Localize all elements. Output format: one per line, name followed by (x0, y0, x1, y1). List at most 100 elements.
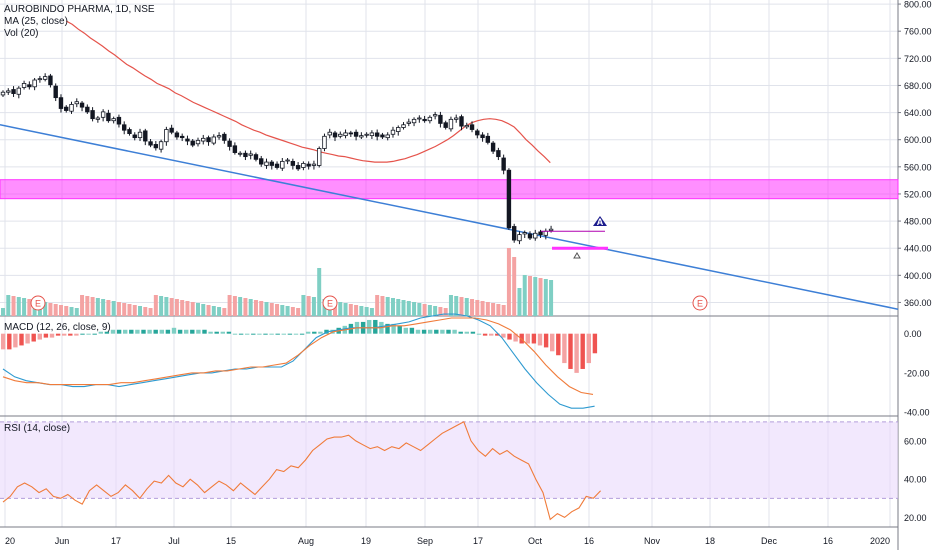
volume-bar-22 (116, 302, 121, 316)
macd-hist-bar-11 (68, 333, 73, 336)
volume-bar-41 (217, 307, 222, 316)
volume-bar-71 (375, 295, 380, 316)
x-tick-label-9: Oct (528, 536, 543, 546)
volume-bar-98 (517, 288, 522, 316)
candle-body-5 (27, 84, 32, 88)
ma-legend: MA (25, close) (4, 16, 68, 27)
candle-body-102 (538, 231, 543, 236)
supply-zone (0, 179, 899, 200)
x-tick-label-1: Jun (55, 536, 70, 546)
candle-body-1 (6, 90, 11, 93)
candle-body-74 (390, 129, 396, 135)
macd-hist-bar-28 (171, 327, 177, 334)
macd-hist-bar-79 (482, 333, 488, 336)
volume-bar-92 (485, 302, 490, 316)
volume-bar-33 (174, 299, 179, 316)
macd-hist-bar-19 (116, 329, 122, 334)
candle-body-34 (179, 135, 185, 139)
volume-bar-58 (306, 296, 311, 316)
axes: 800.00 760.00 720.00 680.00 640.00 600.00 560.… (5, 0, 932, 546)
event-badge-2 (692, 295, 708, 311)
volume-bar-48 (253, 300, 258, 316)
volume-bar-85 (448, 295, 453, 316)
macd-hist-bar-40 (245, 333, 250, 335)
volume-bar-88 (464, 298, 469, 316)
candle-body-3 (16, 87, 22, 95)
candle-body-82 (432, 114, 438, 117)
macd-legend: MACD (12, 26, close, 9) (4, 322, 111, 334)
x-tick-label-5: Aug (298, 536, 314, 546)
macd-hist-bar-44 (269, 333, 274, 335)
vol-legend: Vol (20) (4, 28, 39, 39)
macd-hist-bar-5 (31, 333, 36, 342)
macd-hist-bar-23 (141, 329, 146, 334)
candle-body-73 (385, 134, 390, 139)
macd-tick-label-1: -20.00 (904, 368, 930, 378)
volume-bar-45 (238, 297, 243, 316)
candle-body-90 (475, 130, 480, 136)
x-tick-label-0: 20 (5, 536, 15, 546)
price-tick-label-0: 800.00 (904, 0, 932, 10)
candle-body-28 (148, 141, 153, 146)
volume-bar-103 (543, 279, 548, 316)
volume-bar-12 (64, 306, 69, 316)
volume-bar-87 (459, 297, 464, 316)
macd-hist-bar-71 (434, 329, 439, 334)
candle-body-14 (74, 101, 79, 105)
candle-body-48 (253, 154, 259, 160)
candle-body-89 (469, 124, 475, 130)
x-tick-label-2: 17 (111, 536, 121, 546)
volume-bar-34 (180, 300, 185, 316)
price-tick-label-5: 600.00 (904, 135, 932, 145)
macd-hist-bar-86 (525, 333, 530, 344)
price-tick-label-10: 400.00 (904, 271, 932, 281)
macd-hist-bar-66 (403, 327, 408, 334)
candle-body-49 (259, 158, 264, 165)
candle-body-83 (438, 114, 443, 124)
price-tick-label-1: 760.00 (904, 27, 932, 37)
candle-body-65 (343, 132, 348, 137)
macd-hist-bar-76 (464, 331, 469, 334)
volume-bar-104 (549, 280, 554, 316)
macd-hist-bar-65 (397, 325, 402, 334)
volume-bar-19 (101, 299, 106, 316)
macd-hist-bar-77 (470, 331, 476, 334)
candle-body-19 (100, 111, 106, 118)
macd-hist-bar-13 (80, 333, 85, 335)
volume-bar-4 (22, 298, 27, 316)
supply-zone-rect (0, 179, 899, 200)
candle-body-9 (48, 75, 53, 86)
candle-body-51 (269, 161, 274, 166)
candle-body-24 (127, 129, 132, 134)
macd-hist-bar-8 (49, 333, 55, 338)
event-label-1: E (327, 299, 333, 309)
macd-hist-bar-10 (62, 333, 67, 336)
macd-hist-bar-69 (421, 329, 427, 334)
candle-body-8 (42, 76, 48, 80)
volume-bar-17 (90, 297, 95, 316)
candle-body-68 (359, 135, 364, 138)
volume-bar-21 (111, 301, 116, 316)
macd-hist-bar-72 (440, 329, 445, 334)
macd-hist-bar-15 (92, 333, 97, 335)
candle-body-62 (327, 131, 332, 136)
candle-body-64 (338, 133, 343, 137)
volume-bar-31 (164, 297, 169, 316)
macd-hist-bar-39 (238, 333, 244, 335)
candle-body-59 (311, 163, 317, 166)
macd-hist-bar-12 (74, 333, 79, 336)
macd-hist-bar-14 (86, 333, 91, 335)
candle-body-56 (295, 165, 301, 170)
macd-hist-bar-22 (135, 329, 140, 334)
macd-hist-bar-70 (428, 329, 433, 334)
candle-body-11 (58, 97, 64, 109)
price-tick-label-2: 720.00 (904, 54, 932, 64)
macd-hist-bar-17 (104, 331, 110, 334)
candle-body-63 (332, 132, 338, 138)
volume-bar-64 (338, 302, 343, 316)
macd-hist-bar-80 (489, 333, 494, 336)
volume-bar-29 (153, 295, 158, 316)
macd-hist-bar-18 (110, 329, 116, 334)
macd-hist-bar-2 (13, 333, 18, 348)
candle-body-29 (153, 144, 159, 149)
